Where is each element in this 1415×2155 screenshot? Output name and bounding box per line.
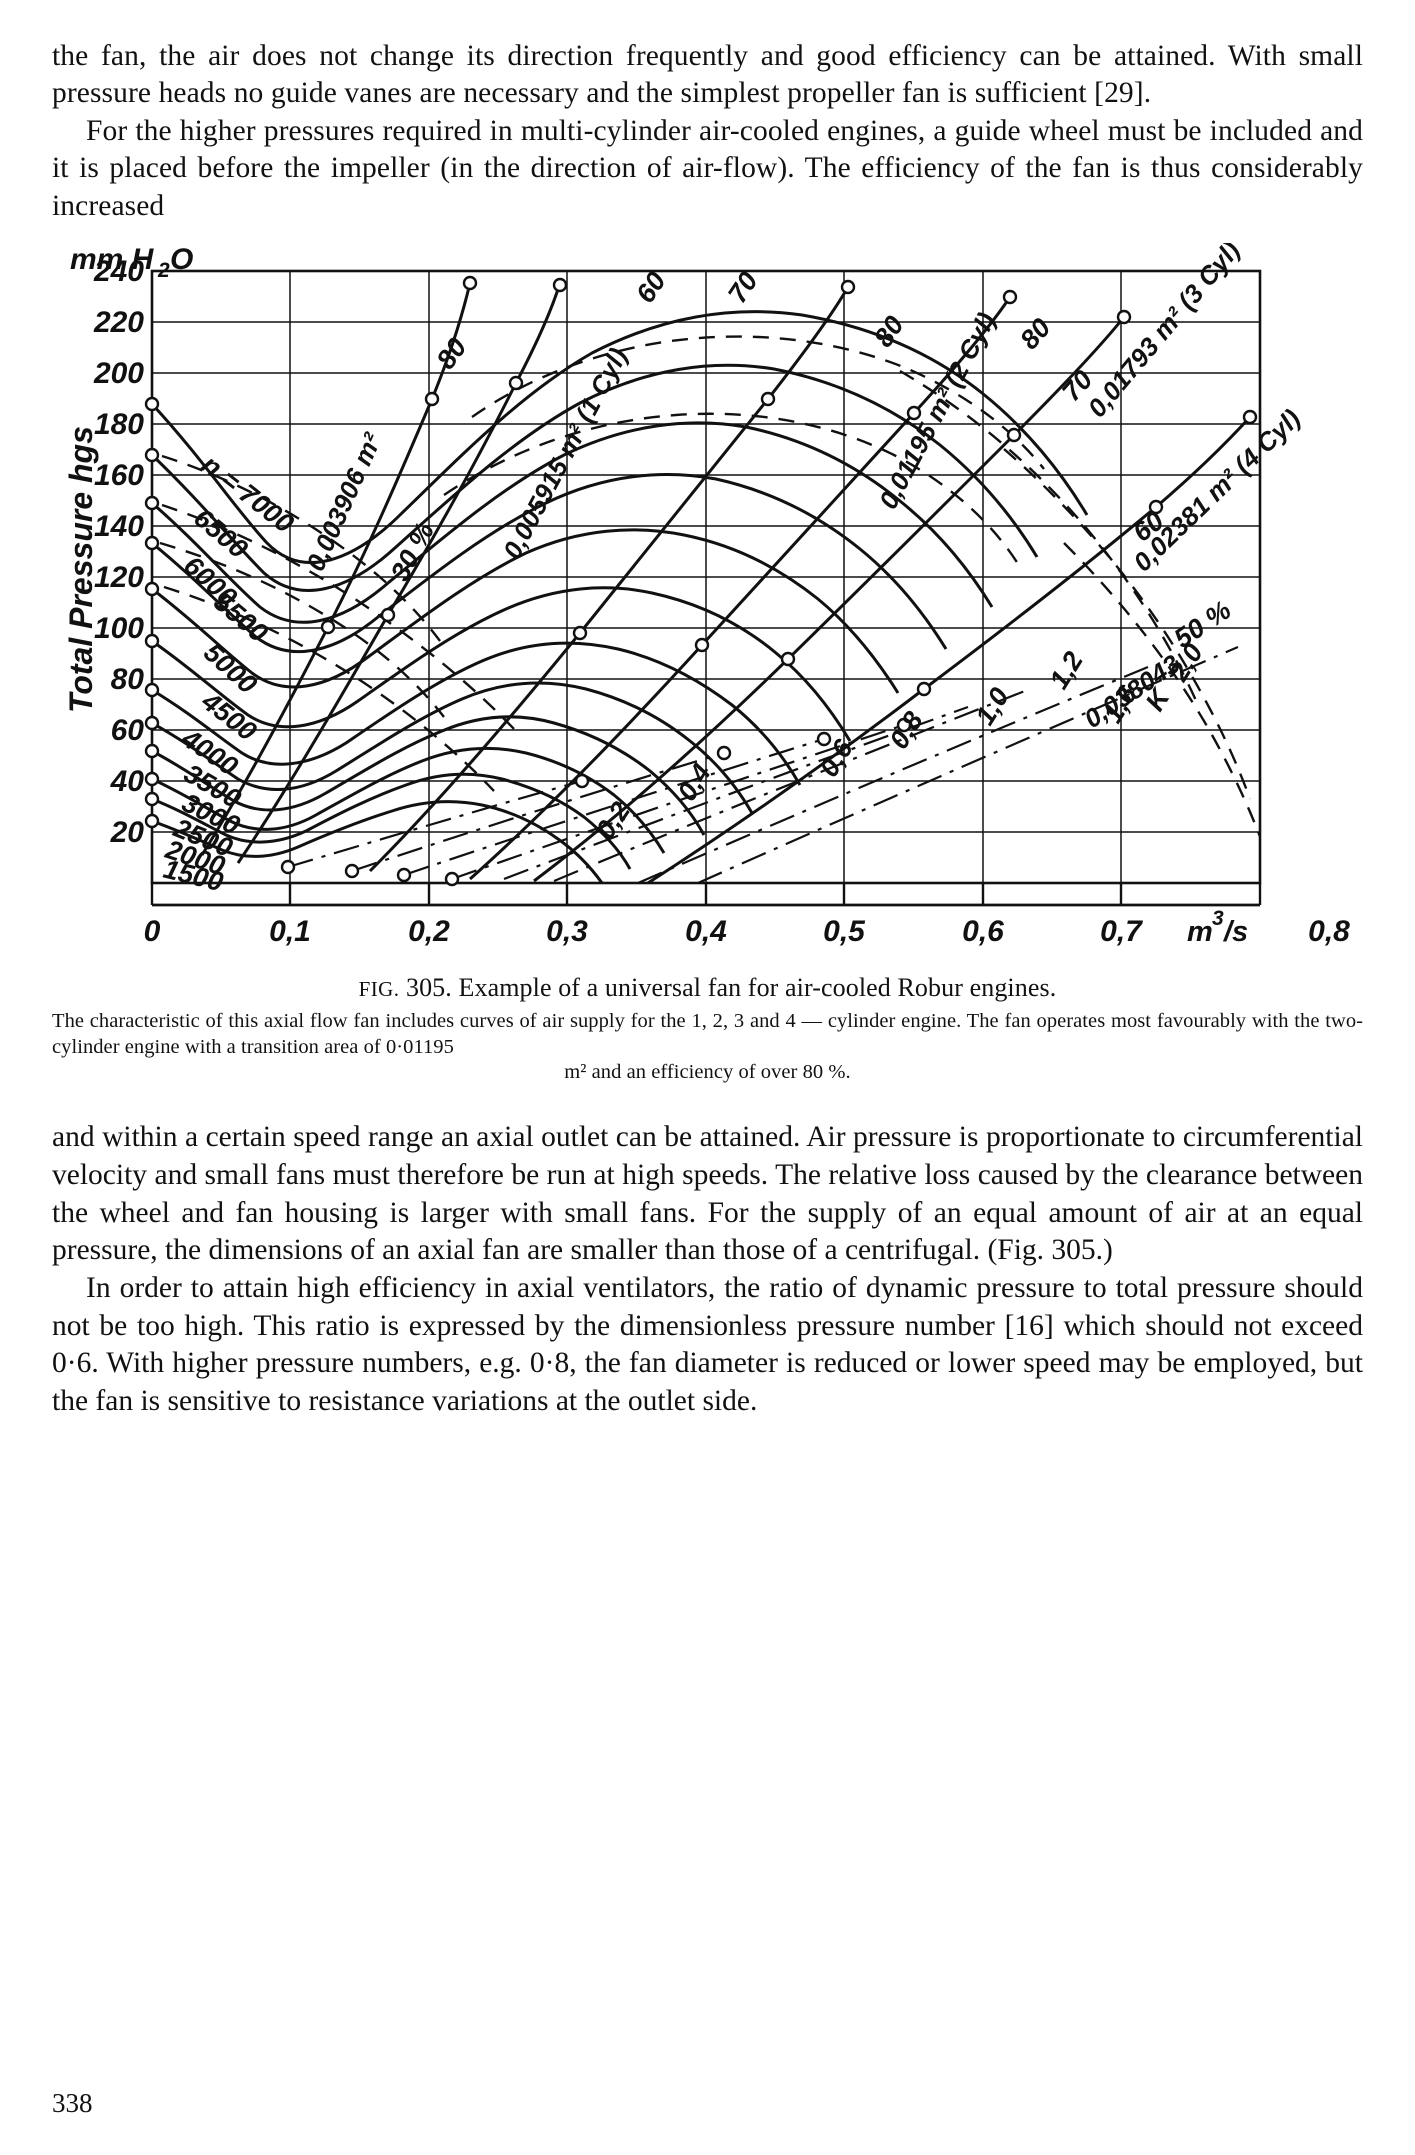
y-axis-title: Total Pressure hgs bbox=[63, 426, 99, 713]
speed-curve-4500 bbox=[152, 586, 852, 743]
k-ray-12 bbox=[553, 688, 1031, 883]
k-label-10: 1,0 bbox=[970, 683, 1015, 731]
page-number: 338 bbox=[52, 2088, 93, 2118]
y-tick-60: 60 bbox=[111, 714, 145, 747]
x-axis-tick-labels: 0 0,1 0,2 0,3 0,4 0,5 0,6 0,7 0,8 bbox=[144, 915, 1351, 948]
efficiency-contours-group bbox=[159, 335, 1260, 841]
y-axis-unit-subscript: 2 bbox=[157, 259, 170, 282]
speed-curve-3500 bbox=[152, 681, 754, 815]
efficiency-contour-70a bbox=[163, 586, 495, 793]
y-axis-tick-labels: 240 220 200 180 160 140 120 100 80 60 40… bbox=[93, 255, 144, 849]
y-tick-120: 120 bbox=[94, 561, 144, 594]
area-curve-002381-4cyl bbox=[533, 316, 1126, 883]
efficiency-label-80-right: 80 bbox=[1014, 313, 1056, 355]
y-tick-40: 40 bbox=[110, 765, 145, 798]
k-ray-04 bbox=[351, 752, 725, 873]
speed-curves-group bbox=[152, 310, 1089, 884]
area-curve-0005915-1cyl bbox=[236, 282, 562, 865]
efficiency-label-70-left: 70 bbox=[722, 267, 764, 309]
y-tick-140: 140 bbox=[94, 510, 144, 543]
x-tick-03: 0,3 bbox=[546, 915, 588, 948]
paragraph-4: In order to attain high efficiency in ax… bbox=[52, 1271, 1363, 1417]
k-ray-10 bbox=[503, 706, 969, 881]
efficiency-contour-60a bbox=[161, 504, 515, 731]
x-tick-01: 0,1 bbox=[269, 915, 311, 948]
k-ray-08 bbox=[451, 724, 905, 881]
efficiency-contour-30 bbox=[161, 455, 441, 642]
k-rays-group bbox=[287, 646, 1239, 884]
bottom-body-text: and within a certain speed range an axia… bbox=[52, 1119, 1363, 1420]
x-tick-07: 0,7 bbox=[1100, 915, 1143, 948]
y-tick-80: 80 bbox=[111, 663, 145, 696]
area-curve-0003906 bbox=[200, 282, 472, 857]
speed-curve-5000 bbox=[152, 528, 900, 695]
y-axis-unit-label-o: O bbox=[170, 243, 193, 276]
x-axis-unit-exponent: 3 bbox=[1212, 907, 1224, 930]
speed-curve-6500 bbox=[152, 364, 1039, 593]
x-tick-06: 0,6 bbox=[962, 915, 1004, 948]
k-ray-02 bbox=[287, 780, 583, 869]
area-label-002381: 0,02381 m² (4 Cyl) bbox=[1127, 403, 1306, 577]
efficiency-contour-60-right bbox=[1003, 448, 1252, 800]
caption-line-2: engine. The fan operates most favourably… bbox=[52, 1010, 1363, 1058]
y-axis-unit-label: mm H bbox=[70, 243, 155, 276]
speed-curve-7000 bbox=[152, 310, 1089, 565]
speed-curve-4000 bbox=[152, 641, 802, 787]
speed-curve-5500 bbox=[152, 473, 948, 654]
efficiency-contour-80-top bbox=[471, 335, 1045, 471]
efficiency-contour-50a bbox=[159, 542, 445, 719]
x-tick-02: 0,2 bbox=[408, 915, 450, 948]
x-axis-unit-suffix: /s bbox=[1222, 916, 1248, 948]
figure-number: 305. bbox=[405, 973, 452, 1003]
paragraph-1: the fan, the air does not change its dir… bbox=[52, 40, 1363, 110]
y-tick-180: 180 bbox=[94, 408, 144, 441]
caption-line-1: The characteristic of this axial flow fa… bbox=[52, 1010, 896, 1033]
top-body-text: the fan, the air does not change its dir… bbox=[52, 38, 1363, 225]
x-axis-unit-label: m bbox=[1187, 916, 1213, 948]
k-ray-20 bbox=[697, 646, 1239, 884]
x-tick-05: 0,5 bbox=[823, 915, 866, 948]
speed-curve-2500 bbox=[152, 747, 666, 855]
figure-label: FIG. bbox=[358, 977, 400, 1002]
data-point-markers bbox=[144, 276, 1258, 887]
speed-curve-6000 bbox=[152, 421, 994, 625]
speed-curve-2000 bbox=[152, 772, 632, 870]
y-tick-160: 160 bbox=[94, 459, 144, 492]
x-tick-0: 0 bbox=[144, 915, 161, 948]
figure-caption-body: The characteristic of this axial flow fa… bbox=[52, 1009, 1363, 1085]
efficiency-contour-50-right bbox=[1063, 542, 1260, 841]
k-ray-16 bbox=[637, 666, 1149, 884]
area-label-0003906: 0,003906 m² bbox=[300, 428, 388, 576]
y-tick-200: 200 bbox=[93, 357, 144, 390]
speed-curve-labels: n = 7000 6500 6000 5500 5000 4500 4000 3… bbox=[161, 449, 300, 897]
y-tick-20: 20 bbox=[110, 816, 145, 849]
figure-caption-title: FIG. 305. Example of a universal fan for… bbox=[52, 973, 1363, 1003]
speed-curve-1500 bbox=[152, 800, 604, 884]
x-tick-08: 0,8 bbox=[1308, 915, 1350, 948]
k-ray-06 bbox=[403, 738, 825, 877]
x-axis-ticks bbox=[150, 883, 1262, 907]
y-tick-220: 220 bbox=[93, 306, 144, 339]
paragraph-2: For the higher pressures required in mul… bbox=[52, 114, 1363, 222]
caption-line-3: m² and an efficiency of over 80 %. bbox=[564, 1061, 851, 1084]
efficiency-contour-80-mid bbox=[443, 412, 1022, 568]
paragraph-3: and within a certain speed range an axia… bbox=[52, 1121, 1363, 1267]
fan-characteristic-chart: 240 220 200 180 160 140 120 100 80 60 40… bbox=[63, 243, 1351, 948]
k-labels: 0,2 0,4 0,6 0,8 1,0 1,2 1,6 2,0 K bbox=[590, 639, 1209, 845]
y-tick-240: 240 bbox=[93, 255, 144, 288]
area-curve-0038043 bbox=[647, 416, 1252, 884]
efficiency-label-80-left: 80 bbox=[431, 333, 473, 375]
efficiency-labels: 30 % 50 % 60 70 80 80 60 70 80 bbox=[385, 267, 1237, 654]
efficiency-label-60-left: 60 bbox=[630, 267, 672, 309]
x-tick-04: 0,4 bbox=[685, 915, 727, 948]
figure-305: 240 220 200 180 160 140 120 100 80 60 40… bbox=[52, 243, 1363, 963]
area-curve-001195-2cyl bbox=[368, 286, 850, 873]
figure-title-text: Example of a universal fan for air-coole… bbox=[458, 973, 1057, 1003]
y-tick-100: 100 bbox=[94, 612, 144, 645]
k-label-12: 1,2 bbox=[1044, 647, 1089, 695]
